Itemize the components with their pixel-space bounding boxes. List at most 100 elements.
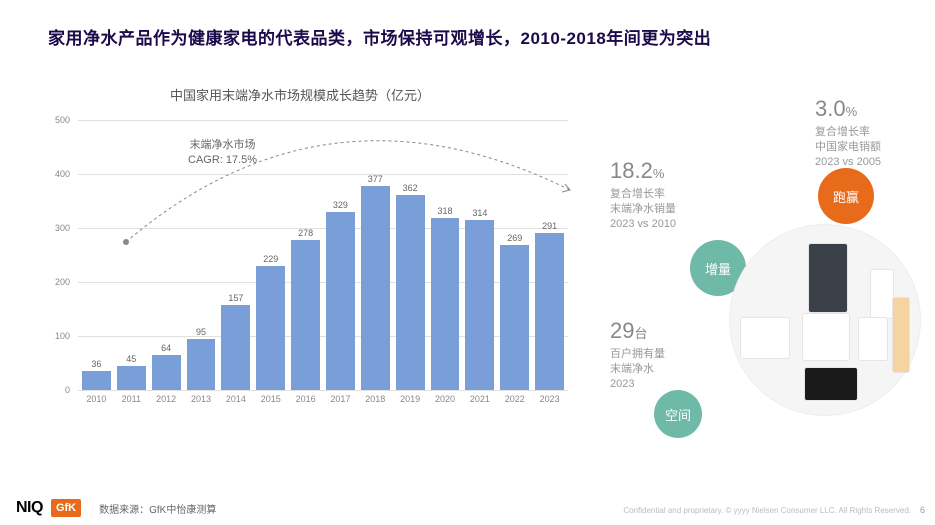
stat-value: 18.2 xyxy=(610,158,653,183)
bar-column: 229 xyxy=(256,254,285,390)
bar-column: 314 xyxy=(465,208,494,390)
y-tick: 500 xyxy=(55,115,70,125)
bar-column: 291 xyxy=(535,221,564,390)
x-tick-label: 2012 xyxy=(152,390,181,420)
bar-chart: 0100200300400500 末端净水市场 CAGR: 17.5% 3645… xyxy=(48,120,568,420)
niq-logo: NIQ xyxy=(16,499,43,517)
bar-column: 45 xyxy=(117,354,146,390)
bar-column: 318 xyxy=(431,206,460,390)
bar-column: 157 xyxy=(221,293,250,390)
bar xyxy=(117,366,146,390)
bar-column: 269 xyxy=(500,233,529,390)
chart-title: 中国家用末端净水市场规模成长趋势（亿元） xyxy=(170,85,430,104)
stat-value: 29 xyxy=(610,318,634,343)
bar-value-label: 377 xyxy=(368,174,383,184)
y-tick: 300 xyxy=(55,223,70,233)
bar xyxy=(396,195,425,390)
stat-line: 复合增长率 xyxy=(610,187,676,202)
stat-line: 末端净水 xyxy=(610,362,665,377)
stat-line: 2023 xyxy=(610,377,665,392)
bar-column: 95 xyxy=(187,327,216,390)
product-placeholder xyxy=(858,317,888,361)
bar-value-label: 291 xyxy=(542,221,557,231)
stat-cagr-sales: 3.0% 复合增长率 中国家电销额 2023 vs 2005 xyxy=(815,98,881,170)
bar-value-label: 278 xyxy=(298,228,313,238)
bar-column: 278 xyxy=(291,228,320,390)
stat-line: 复合增长率 xyxy=(815,125,881,140)
stat-value: 3.0 xyxy=(815,96,846,121)
x-tick-label: 2015 xyxy=(256,390,285,420)
bar-value-label: 229 xyxy=(263,254,278,264)
stat-line: 末端净水销量 xyxy=(610,202,676,217)
bar-column: 362 xyxy=(396,183,425,390)
gfk-logo: GfK xyxy=(51,499,81,517)
bar xyxy=(535,233,564,390)
bar xyxy=(256,266,285,390)
y-axis: 0100200300400500 xyxy=(48,120,74,390)
page-number: 6 xyxy=(920,505,925,515)
bar-value-label: 329 xyxy=(333,200,348,210)
data-source: 数据来源：GfK中怡康测算 xyxy=(99,501,216,516)
x-tick-label: 2016 xyxy=(291,390,320,420)
bar-column: 64 xyxy=(152,343,181,390)
stat-ownership: 29台 百户拥有量 末端净水 2023 xyxy=(610,320,665,392)
product-placeholder xyxy=(808,243,848,313)
y-tick: 400 xyxy=(55,169,70,179)
x-tick-label: 2022 xyxy=(500,390,529,420)
product-image-cluster xyxy=(730,225,920,415)
bar-value-label: 314 xyxy=(472,208,487,218)
product-placeholder xyxy=(802,313,850,361)
y-tick: 100 xyxy=(55,331,70,341)
stat-line: 中国家电销额 xyxy=(815,140,881,155)
confidential-note: Confidential and proprietary. © yyyy Nie… xyxy=(623,506,911,515)
bars-container: 36 45 64 95 157 229 278 329 377 362 318 314 269 291 xyxy=(78,120,568,390)
bar xyxy=(152,355,181,390)
bar-column: 377 xyxy=(361,174,390,390)
circle-space: 空间 xyxy=(654,390,702,438)
bar-value-label: 45 xyxy=(126,354,136,364)
product-placeholder xyxy=(740,317,790,359)
bar-value-label: 269 xyxy=(507,233,522,243)
bar xyxy=(82,371,111,390)
bar xyxy=(221,305,250,390)
product-placeholder xyxy=(892,297,910,373)
bar-value-label: 64 xyxy=(161,343,171,353)
x-axis: 2010201120122013201420152016201720182019… xyxy=(78,390,568,420)
x-tick-label: 2018 xyxy=(361,390,390,420)
stat-unit: % xyxy=(846,104,858,119)
x-tick-label: 2019 xyxy=(396,390,425,420)
x-tick-label: 2010 xyxy=(82,390,111,420)
plot-area: 末端净水市场 CAGR: 17.5% 364564951572292783293… xyxy=(78,120,568,390)
stat-line: 2023 vs 2010 xyxy=(610,217,676,232)
bar xyxy=(326,212,355,390)
stat-unit: 台 xyxy=(634,326,647,341)
x-tick-label: 2013 xyxy=(187,390,216,420)
x-tick-label: 2014 xyxy=(221,390,250,420)
bar xyxy=(187,339,216,390)
product-placeholder xyxy=(804,367,858,401)
bar-value-label: 95 xyxy=(196,327,206,337)
bar xyxy=(465,220,494,390)
x-tick-label: 2020 xyxy=(431,390,460,420)
bar-column: 36 xyxy=(82,359,111,390)
stat-line: 百户拥有量 xyxy=(610,347,665,362)
circle-outperform: 跑赢 xyxy=(818,168,874,224)
bar xyxy=(431,218,460,390)
stat-unit: % xyxy=(653,166,665,181)
bar-value-label: 36 xyxy=(91,359,101,369)
bar-column: 329 xyxy=(326,200,355,390)
x-tick-label: 2011 xyxy=(117,390,146,420)
y-tick: 200 xyxy=(55,277,70,287)
bar xyxy=(291,240,320,390)
bar-value-label: 318 xyxy=(438,206,453,216)
slide-title: 家用净水产品作为健康家电的代表品类，市场保持可观增长，2010-2018年间更为… xyxy=(48,24,711,49)
x-tick-label: 2023 xyxy=(535,390,564,420)
bar-value-label: 362 xyxy=(403,183,418,193)
x-tick-label: 2017 xyxy=(326,390,355,420)
bar xyxy=(500,245,529,390)
stat-cagr-volume: 18.2% 复合增长率 末端净水销量 2023 vs 2010 xyxy=(610,160,676,232)
y-tick: 0 xyxy=(65,385,70,395)
bar xyxy=(361,186,390,390)
product-placeholder xyxy=(870,269,894,319)
x-tick-label: 2021 xyxy=(465,390,494,420)
